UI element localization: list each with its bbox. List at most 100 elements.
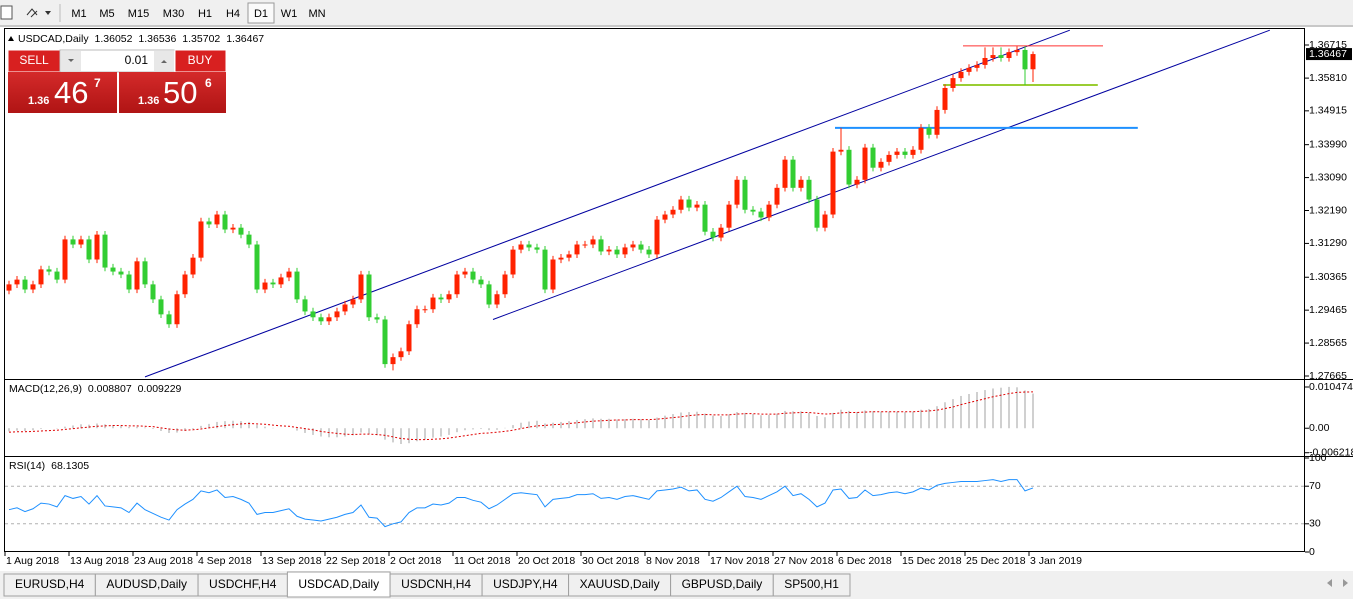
ask-box[interactable] [119,72,226,113]
tab[interactable] [772,573,851,597]
macd-bar [696,411,698,429]
macd-bar [128,427,130,429]
y-tick-label: 30 [1309,518,1321,530]
candle-body [814,199,820,228]
macd-bar [352,428,354,436]
candle-body [14,279,20,285]
macd-bar [656,417,658,429]
candle-body [934,109,940,135]
candle-body [350,299,356,305]
macd-bar [520,422,522,429]
signal-value: 0.009229 [138,383,182,395]
y-tick-label: 0.00 [1309,422,1330,434]
macd-bar [552,422,554,429]
y-tick-label: 0.010474 [1309,381,1353,393]
macd-bar [368,428,370,435]
macd-bar [880,411,882,429]
x-tick-label: 23 Aug 2018 [134,555,193,567]
macd-bar [832,412,834,429]
macd-bar [248,421,250,429]
tab-label: GBPUSD,Daily [682,577,763,591]
candle-body [366,274,372,318]
toolbar-icon[interactable] [26,8,38,18]
macd-bar [984,390,986,429]
down-arrow [68,59,74,62]
candle-body [774,187,780,205]
candle-body [926,127,932,135]
x-tick-label: 27 Nov 2018 [774,555,834,567]
macd-bar [856,412,858,429]
macd-bar [216,421,218,429]
candle-body [886,154,892,162]
candle-body [486,284,492,305]
candle-body [558,257,564,260]
y-tick-label: 1.34915 [1309,105,1347,117]
macd-bar [560,421,562,429]
candle-body [910,149,916,155]
y-tick-label: 1.30365 [1309,271,1347,283]
x-tick-label: 8 Nov 2018 [646,555,700,567]
macd-bar [952,399,954,429]
candle-body [190,257,196,275]
candle-body [654,219,660,255]
toolbar-icon[interactable] [0,5,13,20]
candle-body [382,319,388,365]
toolbar [0,0,1353,26]
macd-value: 0.008807 [88,383,132,395]
scroll-right[interactable] [1343,579,1348,587]
candle-body [438,297,444,300]
candle-body [918,127,924,150]
dropdown-arrow[interactable] [45,11,51,15]
timeframe-label: M5 [99,8,114,20]
candle-body [358,274,364,300]
macd-bar [712,415,714,429]
bid-box[interactable] [8,72,117,113]
plot-frame [4,28,1305,552]
y-tick-label: 70 [1309,480,1321,492]
ask-prefix: 1.36 [138,95,159,107]
macd-bar [144,427,146,429]
candle-body [54,271,60,280]
candle-body [646,249,652,255]
macd-bar [120,425,122,429]
candle-body [550,259,556,290]
candle-body [822,214,828,228]
candle-body [454,274,460,295]
y-tick-label: 1.28565 [1309,337,1347,349]
y-tick-label: 1.33090 [1309,171,1347,183]
candle-body [950,78,956,88]
macd-bar [192,428,194,430]
candle-body [326,317,332,322]
macd-bar [816,416,818,429]
macd-bar [152,428,154,430]
macd-bar [1032,393,1034,429]
macd-bar [488,428,490,431]
candle-body [542,249,548,290]
macd-bar [872,411,874,429]
candle-body [878,161,884,168]
candle-body [678,199,684,210]
candle-body [982,57,988,65]
rsi-panel [5,479,1304,528]
candle-body [686,199,692,208]
collapse-triangle[interactable] [8,36,14,41]
candle-body [198,221,204,258]
candle-body [790,159,796,188]
high-value: 1.36536 [138,33,176,45]
y-tick-label: 1.33990 [1309,138,1347,150]
macd-bar [640,419,642,429]
macd-bar [80,424,82,429]
close-value: 1.36467 [226,33,264,45]
candle-body [222,214,228,230]
candle-body [70,239,76,245]
y-tick-label: -0.006218 [1309,446,1353,458]
macd-bar [960,395,962,429]
tab-label: EURUSD,H4 [15,577,85,591]
candle-body [718,227,724,238]
scroll-left[interactable] [1327,579,1332,587]
x-tick-label: 22 Sep 2018 [326,555,386,567]
macd-bar [24,428,26,431]
candle-body [630,244,636,248]
timeframe-button[interactable] [247,2,275,24]
